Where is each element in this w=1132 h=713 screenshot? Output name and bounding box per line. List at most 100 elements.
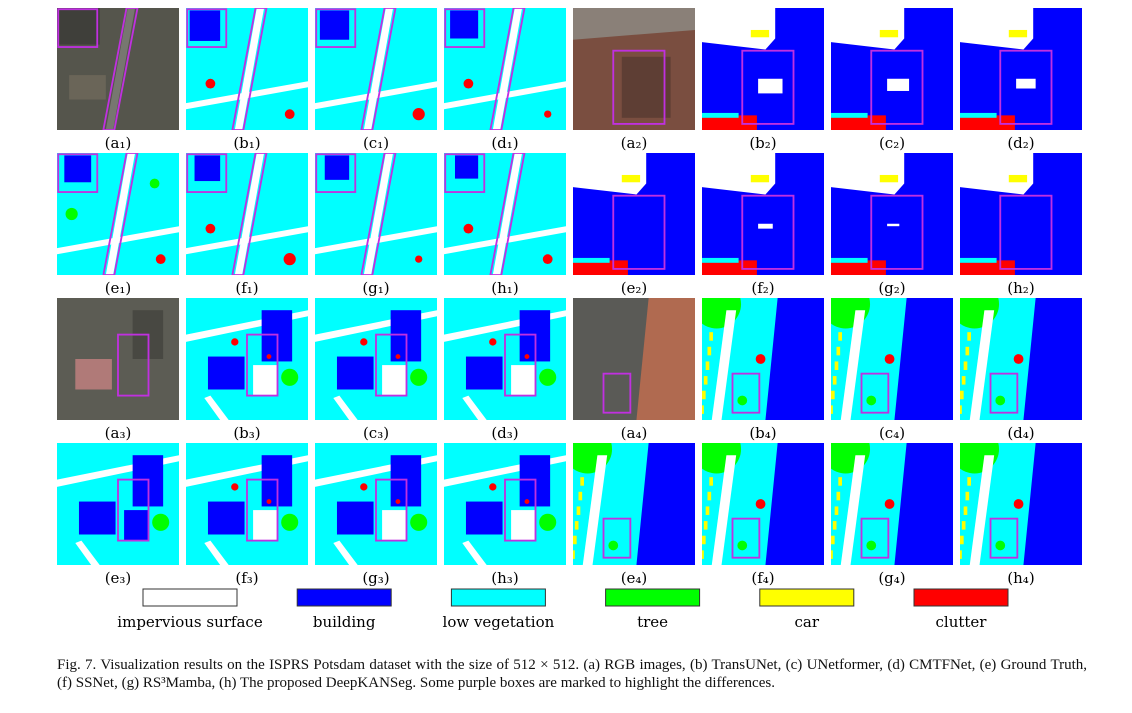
panel-label: (d₃) xyxy=(491,424,518,442)
region xyxy=(539,368,557,386)
region xyxy=(284,109,295,120)
panel-label: (b₄) xyxy=(749,424,776,442)
highlight-box xyxy=(57,8,99,48)
legend-swatch xyxy=(142,588,238,607)
region xyxy=(702,260,757,275)
region xyxy=(834,506,839,515)
panel-image xyxy=(702,153,824,275)
panel-label: (c₄) xyxy=(879,424,905,442)
region xyxy=(578,491,583,501)
region xyxy=(702,112,739,118)
region xyxy=(363,8,394,130)
region xyxy=(705,361,710,370)
region xyxy=(750,174,770,183)
region xyxy=(967,332,971,341)
region xyxy=(207,356,245,390)
panel-image xyxy=(186,298,308,420)
region xyxy=(737,395,748,406)
highlight-box xyxy=(186,153,228,193)
highlight-box xyxy=(246,478,279,542)
region xyxy=(702,390,706,400)
highlight-box xyxy=(57,153,99,193)
panel-label: (f₃) xyxy=(235,569,258,587)
region xyxy=(205,223,216,234)
region xyxy=(1016,78,1036,89)
region xyxy=(838,332,842,341)
highlight-box xyxy=(360,153,397,275)
region xyxy=(750,29,770,38)
photo xyxy=(573,8,695,40)
region xyxy=(960,112,997,118)
region xyxy=(866,395,877,406)
panel-label: (a₂) xyxy=(621,134,648,152)
region xyxy=(831,535,835,545)
region xyxy=(831,405,833,414)
region xyxy=(831,153,905,195)
legend-swatch xyxy=(913,588,1009,607)
region xyxy=(755,499,766,509)
photo xyxy=(636,298,695,420)
region xyxy=(1013,499,1024,509)
photo xyxy=(75,359,112,390)
region xyxy=(395,354,401,359)
region xyxy=(831,112,868,118)
panel-image xyxy=(186,8,308,130)
region xyxy=(415,255,423,263)
highlight-box xyxy=(741,49,795,125)
highlight-box xyxy=(375,478,408,542)
legend-label: tree xyxy=(637,613,668,631)
highlight-box xyxy=(999,194,1053,270)
panel-image xyxy=(831,443,953,565)
region xyxy=(462,395,487,420)
panel-image xyxy=(960,8,1082,130)
region xyxy=(573,153,647,195)
region xyxy=(960,153,1034,195)
region xyxy=(702,535,706,545)
region xyxy=(465,356,503,390)
region xyxy=(542,254,553,265)
region xyxy=(866,540,877,551)
region xyxy=(737,540,748,551)
region xyxy=(636,443,695,565)
region xyxy=(234,8,265,130)
panel-label: (d₄) xyxy=(1007,424,1034,442)
panel-label: (d₁) xyxy=(491,134,518,152)
region xyxy=(204,540,229,565)
highlight-box xyxy=(602,372,632,414)
region xyxy=(960,115,1015,130)
region xyxy=(965,346,970,356)
region xyxy=(894,443,953,565)
region xyxy=(65,207,78,221)
highlight-box xyxy=(117,478,150,542)
region xyxy=(539,513,557,531)
region xyxy=(702,153,776,195)
region xyxy=(765,298,824,420)
region xyxy=(969,455,995,565)
panel-label: (c₃) xyxy=(363,424,389,442)
panel-label: (b₂) xyxy=(749,134,776,152)
region xyxy=(1013,354,1024,364)
highlight-box xyxy=(231,8,268,130)
region xyxy=(995,540,1006,551)
highlight-box xyxy=(444,153,486,193)
region xyxy=(702,257,739,263)
region xyxy=(204,395,229,420)
highlight-box xyxy=(186,8,228,48)
panel-image xyxy=(444,298,566,420)
region xyxy=(960,535,964,545)
region xyxy=(703,376,708,385)
region xyxy=(1008,29,1028,38)
panel-image xyxy=(57,443,179,565)
region xyxy=(64,155,92,183)
legend-label: low vegetation xyxy=(443,613,555,631)
legend-label: impervious surface xyxy=(117,613,263,631)
region xyxy=(832,376,837,385)
region xyxy=(758,223,773,229)
panel-label: (a₃) xyxy=(105,424,132,442)
region xyxy=(511,365,536,396)
region xyxy=(463,78,474,89)
panel-label: (e₃) xyxy=(105,569,132,587)
panel-image xyxy=(57,153,179,275)
region xyxy=(573,257,610,263)
region xyxy=(831,550,833,559)
